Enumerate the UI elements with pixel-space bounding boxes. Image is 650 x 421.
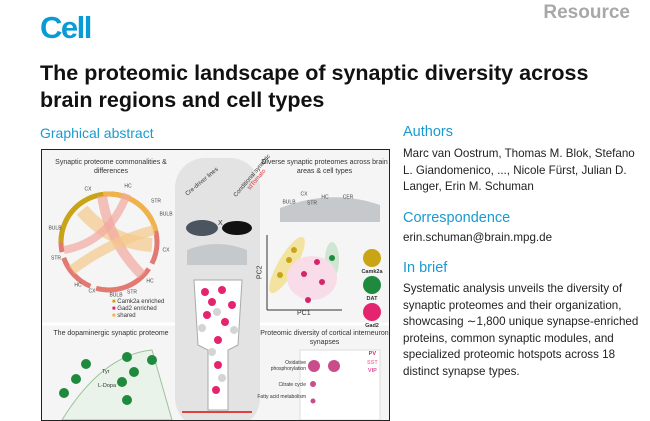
chord-label-str: STR (127, 289, 137, 296)
pathway-tyr: Tyr (102, 369, 110, 375)
graphical-abstract-label: Graphical abstract (40, 125, 154, 141)
graphical-abstract: CX HC STR BULB CX HC STR BULB CX HC STR … (41, 149, 390, 421)
correspondence-heading: Correspondence (403, 210, 511, 226)
row-citrate: Citrate cycle (278, 382, 306, 388)
panel-title-commonalities: Synaptic proteome commonalities & differ… (55, 159, 167, 175)
legend-shared: shared (117, 313, 136, 319)
authors-list: Marc van Oostrum, Thomas M. Blok, Stefan… (403, 147, 635, 193)
chord-label-hc: HC (74, 282, 82, 289)
correspondence-email[interactable]: erin.schuman@brain.mpg.de (403, 231, 553, 244)
label-camk2a: Camk2a (361, 269, 383, 275)
chord-label-cx: CX (88, 288, 96, 295)
article-title: The proteomic landscape of synaptic dive… (40, 61, 589, 112)
brain-label-hc: HC (321, 194, 329, 201)
journal-logo: Cell (40, 10, 92, 45)
chord-label-bulb: BULB (109, 292, 123, 299)
brain-label-cx: CX (300, 191, 308, 198)
chord-label-hc: HC (124, 183, 132, 190)
sorted-synapses (201, 286, 236, 394)
brain-label-cer: CER (342, 194, 354, 201)
article-type: Resource (543, 2, 630, 23)
in-brief-heading: In brief (403, 260, 448, 276)
label-gad2: Gad2 (365, 323, 379, 329)
pca-plot (266, 235, 342, 311)
row-fatty-acid: Fatty acid metabolism (257, 394, 306, 400)
pathway-ldopa: L-Dopa (98, 383, 117, 389)
pc1-axis-label: PC1 (297, 310, 311, 317)
in-brief-text: Systematic analysis unveils the diversit… (403, 282, 639, 378)
chord-label-str: STR (151, 198, 161, 205)
chord-label-str: STR (51, 255, 61, 262)
label-dat: DAT (366, 296, 378, 302)
chord-label-bulb: BULB (48, 225, 62, 232)
mouse-grey-icon (186, 220, 218, 236)
cross-symbol: X (218, 220, 223, 227)
brain-map (280, 197, 380, 222)
chord-label-cx: CX (162, 247, 170, 254)
panel-title-diverse: Diverse synaptic proteomes across brain … (261, 159, 388, 175)
chord-label-bulb: BULB (159, 211, 173, 218)
brain-label-str: STR (307, 200, 317, 207)
chord-diagram (58, 191, 160, 293)
chord-legend: ■ Camk2a enriched ■ Gad2 enriched ■ shar… (112, 299, 165, 319)
legend-gad2: Gad2 enriched (117, 306, 157, 312)
mouse-black-icon (222, 221, 252, 235)
brain-label-bulb: BULB (282, 199, 296, 206)
legend-camk2a: Camk2a enriched (117, 299, 165, 305)
brain-icon (187, 244, 247, 265)
row-oxphos: Oxidative phosphorylation (270, 360, 306, 372)
authors-heading: Authors (403, 124, 453, 140)
chord-label-cx: CX (84, 186, 92, 193)
chord-label-hc: HC (146, 278, 154, 285)
panel-title-dopaminergic: The dopaminergic synaptic proteome (53, 330, 169, 337)
graphical-abstract-figure (42, 150, 389, 420)
pc2-axis-label: PC2 (256, 265, 264, 280)
panel-title-interneuron: Proteomic diversity of cortical interneu… (260, 330, 389, 346)
bubble-legend: PV SST VIP (367, 351, 378, 374)
